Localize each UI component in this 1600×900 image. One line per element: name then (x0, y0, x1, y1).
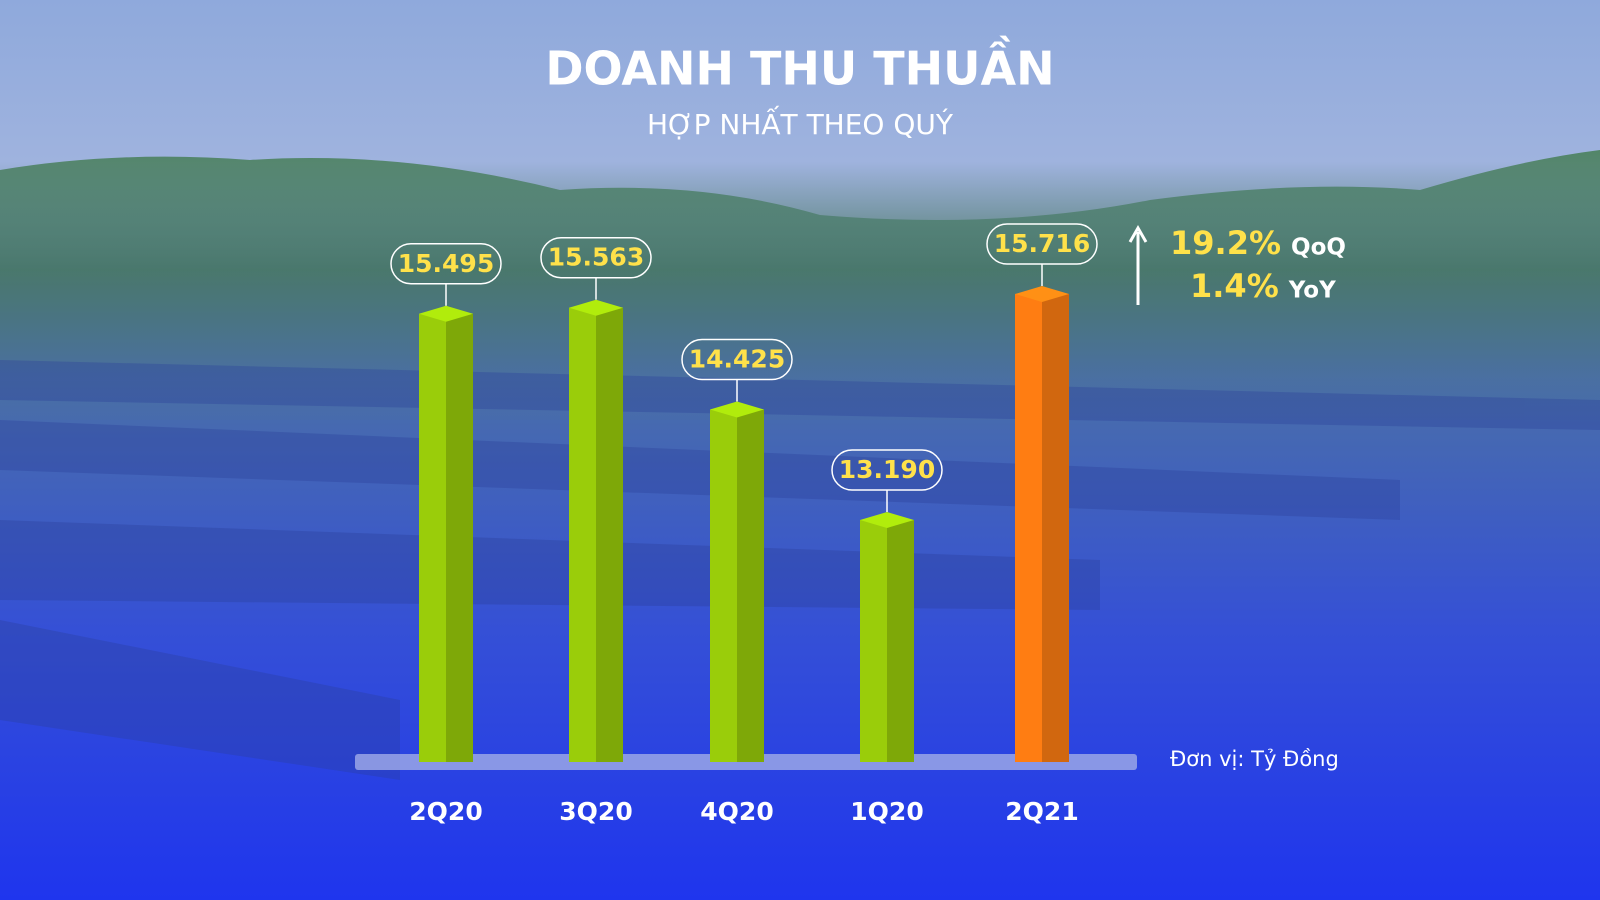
value-label: 15.716 (994, 229, 1090, 258)
bar-side (446, 313, 473, 762)
bar-top (569, 299, 623, 316)
bar-top (710, 401, 764, 418)
value-label-box (390, 243, 502, 285)
x-tick-label: 4Q20 (700, 797, 773, 826)
value-label-box (540, 236, 652, 279)
value-label: 15.563 (548, 243, 644, 272)
bar-side (737, 409, 764, 762)
bar-top (1015, 286, 1069, 302)
x-tick-label: 2Q21 (1005, 797, 1078, 826)
x-tick-label: 2Q20 (409, 797, 482, 826)
value-label: 14.425 (689, 345, 785, 374)
value-label-box (831, 449, 943, 491)
value-label-box (986, 223, 1098, 265)
bar-side (596, 307, 623, 762)
bar-side (887, 520, 914, 762)
value-label: 13.190 (839, 455, 935, 484)
bar-side (1042, 294, 1069, 762)
annotation-label: YoY (1288, 278, 1336, 304)
bar-top (860, 512, 914, 528)
mountains (0, 150, 1600, 420)
annotation-label: QoQ (1291, 235, 1346, 261)
unit-label: Đơn vị: Tỷ Đồng (1170, 747, 1339, 771)
x-tick-label: 1Q20 (850, 797, 923, 826)
chart-title: DOANH THU THUẦN (545, 36, 1054, 96)
annotation-value: 1.4% (1190, 267, 1279, 305)
value-label: 15.495 (398, 249, 494, 278)
annotation-value: 19.2% (1170, 224, 1281, 262)
value-label-box (681, 338, 793, 381)
bar-top (419, 305, 473, 322)
arrow-head (1128, 224, 1148, 243)
x-tick-label: 3Q20 (559, 797, 632, 826)
chart-subtitle: HỢP NHẤT THEO QUÝ (647, 104, 954, 141)
